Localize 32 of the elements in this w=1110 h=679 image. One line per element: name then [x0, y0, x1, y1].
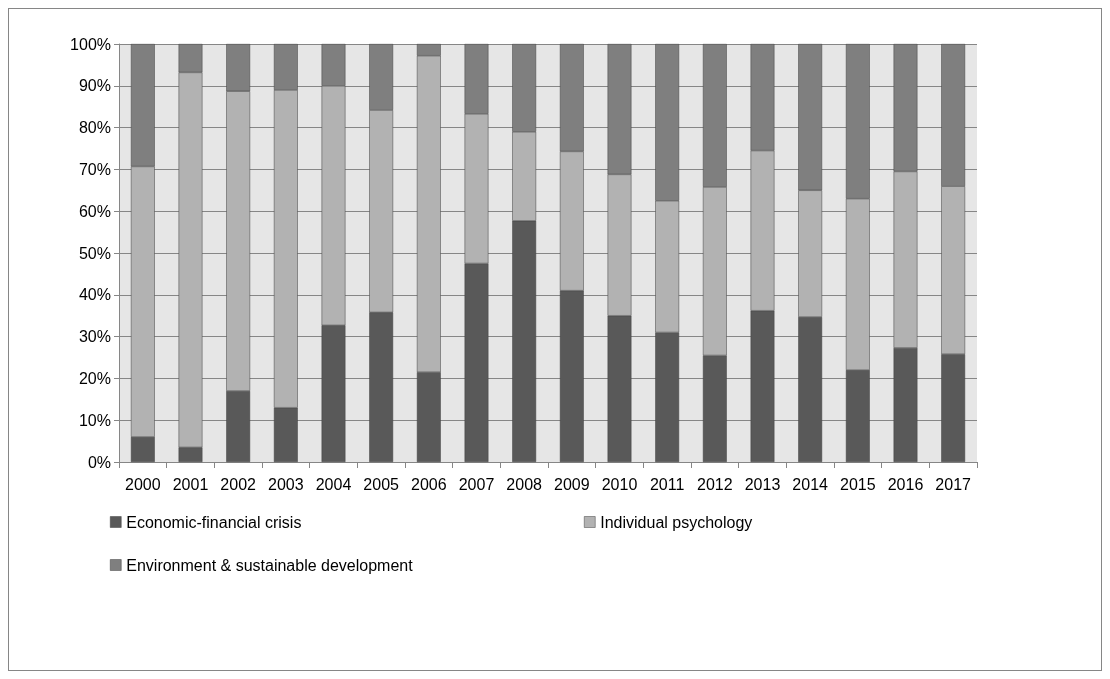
- x-tick-label: 2002: [220, 475, 257, 493]
- legend-label: Economic-financial crisis: [126, 513, 302, 531]
- x-tick-label: 2011: [649, 475, 685, 493]
- legend-label: Environment & sustainable development: [126, 556, 414, 574]
- y-tick-label: 60%: [78, 202, 111, 220]
- y-tick-label: 30%: [78, 328, 111, 346]
- x-tick-label: 2000: [125, 475, 161, 493]
- legend-label: Individual psychology: [600, 513, 753, 531]
- x-tick-label: 2005: [363, 475, 400, 493]
- y-tick-label: 10%: [78, 411, 111, 429]
- y-tick-label: 80%: [78, 119, 111, 137]
- x-tick-label: 2009: [554, 475, 590, 493]
- x-tick-label: 2007: [458, 475, 495, 493]
- x-tick-label: 2001: [172, 475, 209, 493]
- x-tick-label: 2017: [935, 475, 972, 493]
- x-tick-label: 2012: [697, 475, 733, 493]
- x-tick-label: 2010: [601, 475, 638, 493]
- x-tick-label: 2006: [411, 475, 447, 493]
- y-tick-label: 100%: [70, 35, 111, 53]
- y-tick-label: 40%: [78, 286, 111, 304]
- x-tick-label: 2015: [840, 475, 876, 493]
- y-tick-label: 0%: [87, 453, 111, 471]
- y-tick-label: 50%: [78, 244, 111, 262]
- y-tick-label: 70%: [78, 160, 111, 178]
- x-tick-label: 2003: [268, 475, 304, 493]
- x-tick-label: 2014: [792, 475, 829, 493]
- y-tick-label: 20%: [78, 369, 111, 387]
- x-tick-label: 2016: [887, 475, 924, 493]
- y-tick-label: 90%: [78, 77, 111, 95]
- x-tick-label: 2004: [315, 475, 352, 493]
- x-tick-label: 2013: [744, 475, 781, 493]
- x-tick-label: 2008: [506, 475, 543, 493]
